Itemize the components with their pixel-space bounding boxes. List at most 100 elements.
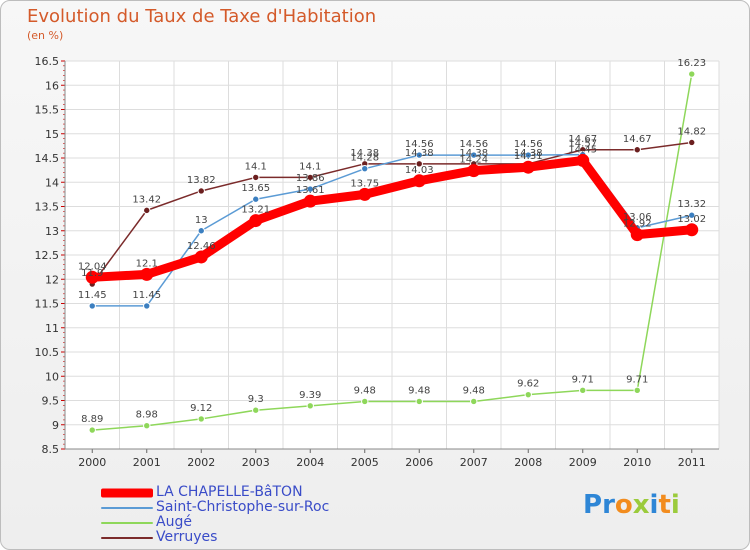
data-label: 14.82	[677, 126, 706, 137]
legend-swatch	[101, 521, 153, 524]
x-tick-label: 2006	[405, 456, 433, 469]
data-label: 8.89	[81, 414, 103, 425]
x-tick-label: 2008	[514, 456, 542, 469]
data-label: 11.45	[78, 290, 107, 301]
data-point	[252, 406, 260, 414]
x-tick-label: 2002	[187, 456, 215, 469]
data-label: 12.04	[78, 261, 107, 272]
logo-letter: P	[583, 490, 603, 520]
data-label: 13.32	[677, 199, 706, 210]
data-point	[88, 426, 96, 434]
data-point	[197, 227, 205, 235]
data-label: 14.03	[405, 165, 434, 176]
data-point	[249, 214, 263, 228]
data-label: 11.9	[81, 268, 103, 279]
data-point	[252, 195, 260, 203]
x-tick-label: 2004	[296, 456, 324, 469]
data-label: 8.98	[136, 410, 158, 421]
data-point	[358, 187, 372, 201]
data-label: 14.67	[568, 134, 597, 145]
data-label: 14.57	[568, 139, 597, 150]
data-label: 12.1	[136, 258, 158, 269]
y-tick-label: 11.5	[35, 298, 60, 311]
data-label: 14.31	[514, 151, 543, 162]
data-label: 9.62	[517, 379, 539, 390]
data-point	[412, 174, 426, 188]
data-label: 14.1	[299, 161, 321, 172]
data-label: 9.48	[463, 385, 485, 396]
data-point	[85, 270, 99, 284]
data-point	[576, 153, 590, 167]
data-point	[88, 302, 96, 310]
series-line-0	[87, 155, 697, 282]
data-label: 9.48	[354, 385, 376, 396]
data-labels: 8.89 8.98 9.12 9.3 9.39 9.48 9.48 9.48 9.62 9.71 9…	[78, 58, 706, 425]
data-label: 13.02	[677, 214, 706, 225]
data-point	[524, 390, 532, 399]
data-label: 14.56	[459, 139, 488, 150]
data-point	[688, 211, 696, 219]
x-tick-label: 2003	[242, 456, 270, 469]
data-point	[415, 160, 423, 168]
data-label: 14.67	[623, 134, 652, 145]
data-label: 14.38	[350, 148, 379, 159]
y-tick-label: 14.5	[35, 152, 60, 165]
x-tick-label: 2010	[623, 456, 651, 469]
data-point	[361, 397, 369, 406]
data-point	[252, 173, 260, 182]
y-tick-label: 8.5	[42, 443, 60, 456]
data-point	[470, 397, 478, 406]
data-point	[140, 267, 154, 281]
y-tick-label: 9	[52, 419, 59, 432]
y-tick-label: 12.5	[35, 249, 60, 262]
data-point	[579, 386, 587, 395]
data-label: 9.12	[190, 403, 212, 414]
y-tick-label: 12	[45, 273, 59, 286]
y-tick-label: 14	[45, 176, 59, 189]
chart-title: Evolution du Taux de Taxe d'Habitation	[27, 6, 377, 27]
data-point	[197, 187, 205, 195]
data-point	[521, 160, 535, 174]
logo-letter: t	[658, 490, 671, 520]
proxiti-logo: Proxiti	[583, 490, 680, 520]
data-point	[688, 70, 696, 78]
y-tick-label: 15.5	[35, 104, 60, 117]
x-tick-label: 2007	[460, 456, 488, 469]
data-label: 13.75	[350, 178, 379, 189]
data-point	[194, 250, 208, 264]
data-label: 13.61	[296, 185, 325, 196]
data-point	[633, 386, 641, 395]
y-tick-label: 13.5	[35, 201, 60, 214]
data-point	[306, 173, 314, 182]
data-point	[306, 402, 314, 410]
data-point	[143, 422, 151, 430]
data-point	[143, 302, 151, 310]
data-point	[306, 185, 314, 193]
y-tick-label: 10.5	[35, 346, 60, 359]
data-point	[524, 151, 532, 159]
axes: 8.5 9 9.5 10 10.5 11 11.5 12 12.5 13 13.5 14 14.5 15 1…	[35, 55, 719, 469]
data-label: 14.38	[514, 148, 543, 159]
y-tick-label: 11	[45, 322, 59, 335]
x-tick-label: 2005	[351, 456, 379, 469]
legend-swatch	[101, 488, 153, 497]
data-label: 12.92	[623, 219, 652, 230]
y-tick-label: 9.5	[42, 395, 60, 408]
logo-letter: x	[632, 490, 650, 520]
data-label: 13	[195, 215, 208, 226]
legend-swatch	[101, 536, 153, 539]
x-tick-label: 2011	[678, 456, 706, 469]
y-axis-unit: (en %)	[27, 29, 64, 42]
x-tick-label: 2000	[78, 456, 106, 469]
data-label: 16.23	[677, 58, 706, 69]
data-label: 13.82	[187, 175, 216, 186]
series-line-2	[91, 73, 693, 431]
data-label: 13.21	[241, 205, 270, 216]
series-group	[85, 70, 699, 434]
data-point	[303, 194, 317, 208]
data-label: 14.28	[350, 153, 379, 164]
data-point	[685, 223, 699, 237]
data-point	[361, 164, 369, 173]
